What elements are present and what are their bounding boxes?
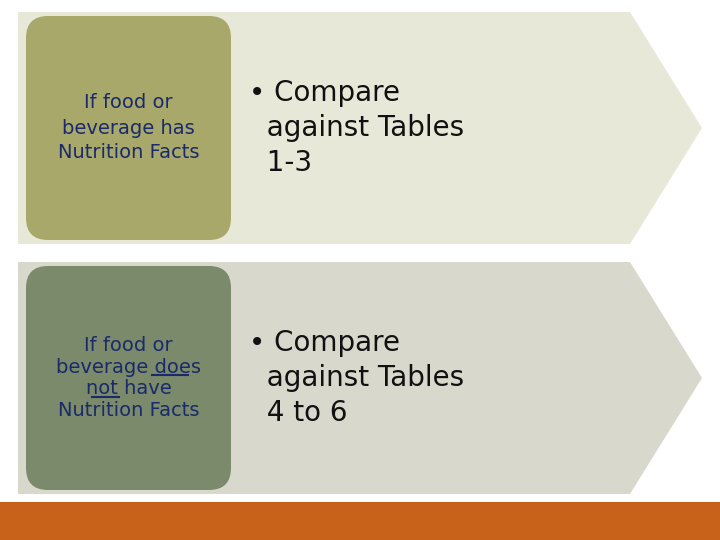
Text: Nutrition Facts: Nutrition Facts	[58, 401, 199, 420]
Text: If food or
beverage has
Nutrition Facts: If food or beverage has Nutrition Facts	[58, 93, 199, 163]
FancyBboxPatch shape	[26, 16, 231, 240]
Text: • Compare
  against Tables
  1-3: • Compare against Tables 1-3	[249, 79, 464, 177]
Text: • Compare
  against Tables
  4 to 6: • Compare against Tables 4 to 6	[249, 329, 464, 427]
Text: If food or: If food or	[84, 336, 173, 355]
Text: not have: not have	[86, 379, 171, 399]
Polygon shape	[18, 12, 702, 244]
Polygon shape	[18, 262, 702, 494]
Text: beverage does: beverage does	[56, 357, 201, 377]
FancyBboxPatch shape	[26, 266, 231, 490]
Bar	[0, 502, 720, 540]
